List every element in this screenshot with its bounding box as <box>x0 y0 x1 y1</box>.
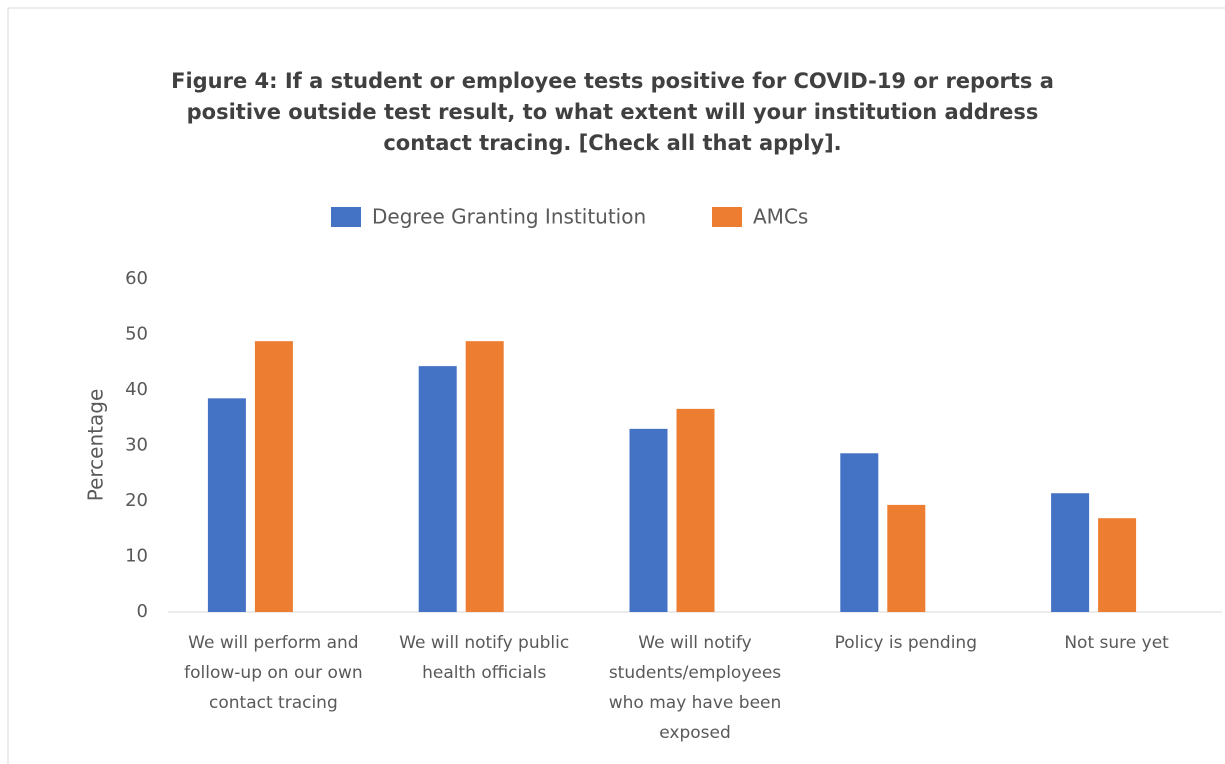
legend-swatch <box>331 207 361 227</box>
bar <box>1051 493 1090 612</box>
bar <box>840 453 879 612</box>
bar <box>1098 518 1137 612</box>
x-tick-label: Policy is pending <box>834 633 977 653</box>
bar <box>629 428 668 612</box>
legend-label: AMCs <box>753 205 808 229</box>
bar <box>676 408 715 612</box>
y-tick-label: 60 <box>125 268 148 289</box>
x-tick-label: Not sure yet <box>1064 633 1169 653</box>
y-tick-label: 20 <box>125 490 148 511</box>
bar <box>254 341 293 612</box>
x-tick-label: We will notify public health officials <box>399 633 570 683</box>
bar <box>887 504 926 612</box>
bar <box>465 341 504 612</box>
bar <box>418 366 457 612</box>
chart-title: Figure 4: If a student or employee tests… <box>171 69 1054 155</box>
bar <box>207 398 246 612</box>
x-tick-label: We will notify students/employees who ma… <box>608 633 782 743</box>
y-tick-label: 40 <box>125 379 148 400</box>
y-tick-label: 0 <box>137 601 148 622</box>
x-tick-label: We will perform and follow-up on our own… <box>184 633 363 713</box>
y-tick-label: 30 <box>125 435 148 456</box>
legend-label: Degree Granting Institution <box>372 205 646 229</box>
y-tick-label: 50 <box>125 324 148 345</box>
y-axis-label: Percentage <box>84 389 108 502</box>
legend-swatch <box>712 207 742 227</box>
chart-border <box>7 7 1225 764</box>
y-tick-label: 10 <box>125 546 148 567</box>
